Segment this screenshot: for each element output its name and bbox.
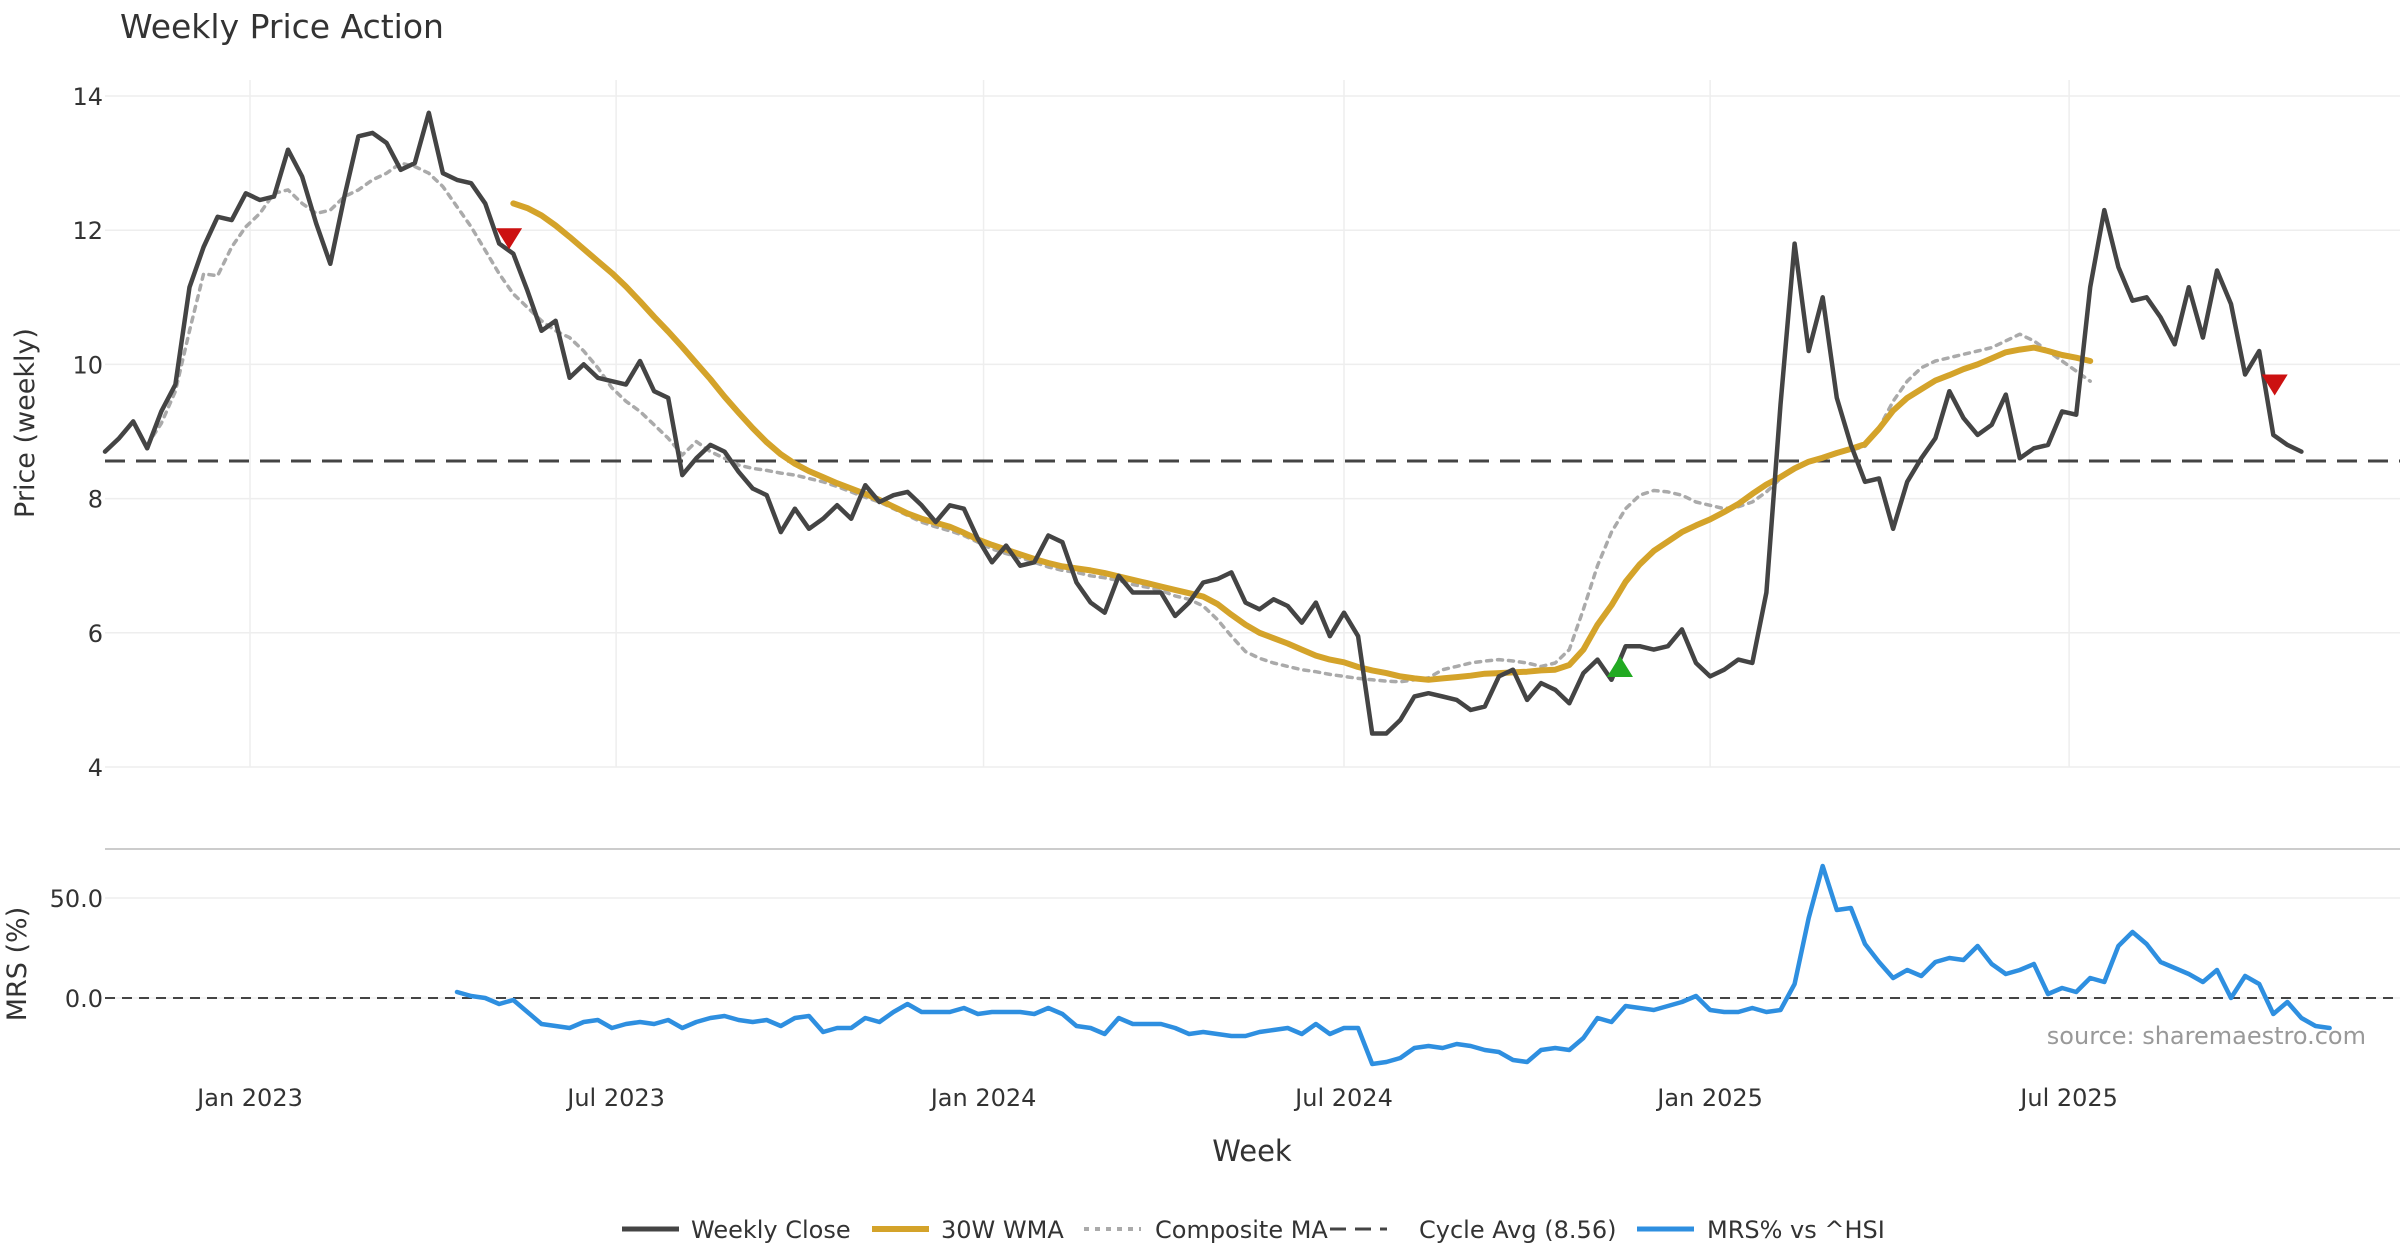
price-y-tick-label: 14 <box>72 83 103 111</box>
sell-signal-marker <box>496 228 523 250</box>
mrs-gridlines <box>105 897 2400 999</box>
x-tick-label: Jan 2024 <box>929 1084 1037 1112</box>
legend: Weekly Close 30W WMA Composite MA Cycle Avg… <box>622 1216 1885 1244</box>
weekly-close-line <box>102 110 2304 736</box>
legend-wma-30w-label: 30W WMA <box>941 1216 1064 1244</box>
price-gridlines <box>105 80 2400 768</box>
legend-cycle-avg-label: Cycle Avg (8.56) <box>1419 1216 1616 1244</box>
price-y-tick-label: 10 <box>72 351 103 379</box>
price-y-tick-label: 8 <box>88 486 103 514</box>
price-series <box>102 110 2304 736</box>
mrs-y-ticks: 50.0 0.0 <box>50 885 103 1013</box>
mrs-y-tick-label: 0.0 <box>65 985 103 1013</box>
x-tick-label: Jul 2025 <box>2018 1084 2118 1112</box>
price-y-tick-label: 12 <box>72 217 103 245</box>
legend-mrs-label: MRS% vs ^HSI <box>1707 1216 1885 1244</box>
price-y-ticks: 4 6 8 10 12 14 <box>72 83 103 782</box>
source-label: source: sharemaestro.com <box>2047 1022 2366 1050</box>
legend-weekly-close-label: Weekly Close <box>691 1216 851 1244</box>
mrs-y-axis-label: MRS (%) <box>2 907 33 1022</box>
x-ticks: Jan 2023 Jul 2023 Jan 2024 Jul 2024 Jan 2025… <box>195 1084 2118 1112</box>
wma-30w-line <box>510 200 2094 683</box>
buy-signal-marker <box>1606 656 1633 678</box>
price-y-axis-label: Price (weekly) <box>10 328 41 518</box>
x-axis-label: Week <box>1212 1134 1292 1168</box>
x-tick-label: Jan 2025 <box>1655 1084 1763 1112</box>
sell-signal-marker <box>2261 374 2288 396</box>
mrs-series <box>454 863 2332 1067</box>
mrs-line <box>454 863 2332 1067</box>
chart-title: Weekly Price Action <box>120 7 444 46</box>
x-tick-label: Jan 2023 <box>195 1084 303 1112</box>
mrs-y-tick-label: 50.0 <box>50 885 103 913</box>
x-tick-label: Jul 2024 <box>1293 1084 1393 1112</box>
legend-composite-ma-label: Composite MA <box>1155 1216 1328 1244</box>
signal-markers <box>496 228 2288 678</box>
composite-ma-line <box>145 161 2092 684</box>
x-tick-label: Jul 2023 <box>565 1084 665 1112</box>
price-y-tick-label: 6 <box>88 620 103 648</box>
price-y-tick-label: 4 <box>88 754 103 782</box>
